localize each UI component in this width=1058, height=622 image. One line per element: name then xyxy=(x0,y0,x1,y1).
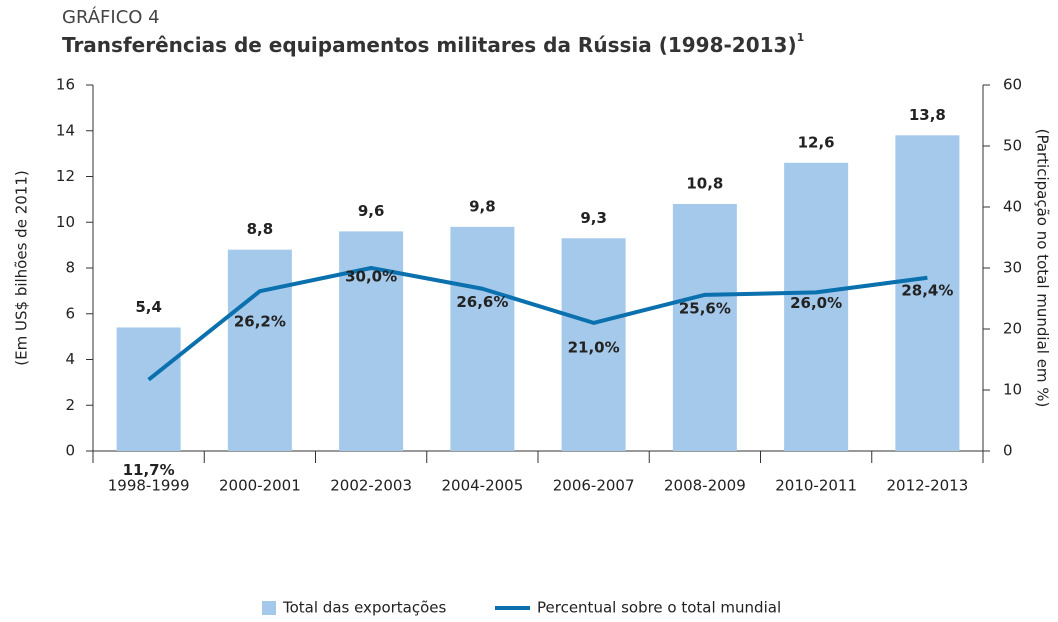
line-value-label: 26,2% xyxy=(234,313,286,331)
bar xyxy=(339,231,404,451)
y2-tick-label: 60 xyxy=(1003,76,1022,94)
y-tick-label: 2 xyxy=(65,396,75,414)
line-value-label: 26,0% xyxy=(790,294,842,312)
y2-tick-label: 20 xyxy=(1003,320,1022,338)
bar-value-label: 9,3 xyxy=(580,209,607,227)
y2-tick-label: 40 xyxy=(1003,198,1022,216)
line-value-label: 11,7% xyxy=(123,461,175,479)
y2-tick-label: 10 xyxy=(1003,381,1022,399)
y-tick-label: 6 xyxy=(65,304,75,322)
y2-tick-label: 30 xyxy=(1003,259,1022,277)
title-text: Transferências de equipamentos militares… xyxy=(62,33,797,57)
legend-label: Percentual sobre o total mundial xyxy=(537,599,781,617)
legend-swatch xyxy=(262,601,276,615)
bar xyxy=(450,226,515,451)
line-value-label: 21,0% xyxy=(568,338,620,356)
y-tick-label: 4 xyxy=(65,350,75,368)
y-tick-label: 0 xyxy=(65,442,75,460)
line-value-label: 25,6% xyxy=(679,299,731,317)
y-tick-label: 8 xyxy=(65,259,75,277)
bar xyxy=(895,135,960,451)
x-tick-label: 2008-2009 xyxy=(664,477,746,495)
y-tick-label: 12 xyxy=(56,167,75,185)
bar xyxy=(227,249,292,451)
bar xyxy=(784,162,849,451)
line xyxy=(147,266,928,382)
line-value-label: 28,4% xyxy=(901,281,953,299)
chart-label: GRÁFICO 4 xyxy=(62,6,160,28)
y-tick-label: 10 xyxy=(56,213,75,231)
chart-title: Transferências de equipamentos militares… xyxy=(62,31,804,57)
bar-value-label: 12,6 xyxy=(798,133,835,151)
y2-axis-label: (Participação no total mundial em %) xyxy=(1034,129,1052,408)
bar-value-label: 5,4 xyxy=(135,298,162,316)
bar xyxy=(116,327,181,451)
x-tick-label: 2012-2013 xyxy=(886,477,968,495)
bar xyxy=(672,203,737,451)
y2-tick-label: 50 xyxy=(1003,137,1022,155)
y-tick-label: 16 xyxy=(56,76,75,94)
x-tick-label: 2002-2003 xyxy=(330,477,412,495)
x-tick-label: 2004-2005 xyxy=(441,477,523,495)
bar-value-label: 9,8 xyxy=(469,197,496,215)
y2-tick-label: 0 xyxy=(1003,442,1013,460)
bar-value-label: 9,6 xyxy=(358,202,385,220)
legend-label: Total das exportações xyxy=(282,599,447,617)
x-tick-label: 2010-2011 xyxy=(775,477,857,495)
line-value-label: 30,0% xyxy=(345,268,397,286)
x-tick-label: 2000-2001 xyxy=(219,477,301,495)
title-footnote: 1 xyxy=(797,31,805,44)
bar-value-label: 10,8 xyxy=(686,174,723,192)
x-tick-label: 1998-1999 xyxy=(108,477,190,495)
bar-value-label: 13,8 xyxy=(909,106,946,124)
y-tick-label: 14 xyxy=(56,121,75,139)
x-tick-label: 2006-2007 xyxy=(553,477,635,495)
line-value-label: 26,6% xyxy=(456,293,508,311)
bar xyxy=(561,238,626,451)
bar-value-label: 8,8 xyxy=(247,220,274,238)
y-axis-label: (Em US$ bilhões de 2011) xyxy=(13,170,31,365)
